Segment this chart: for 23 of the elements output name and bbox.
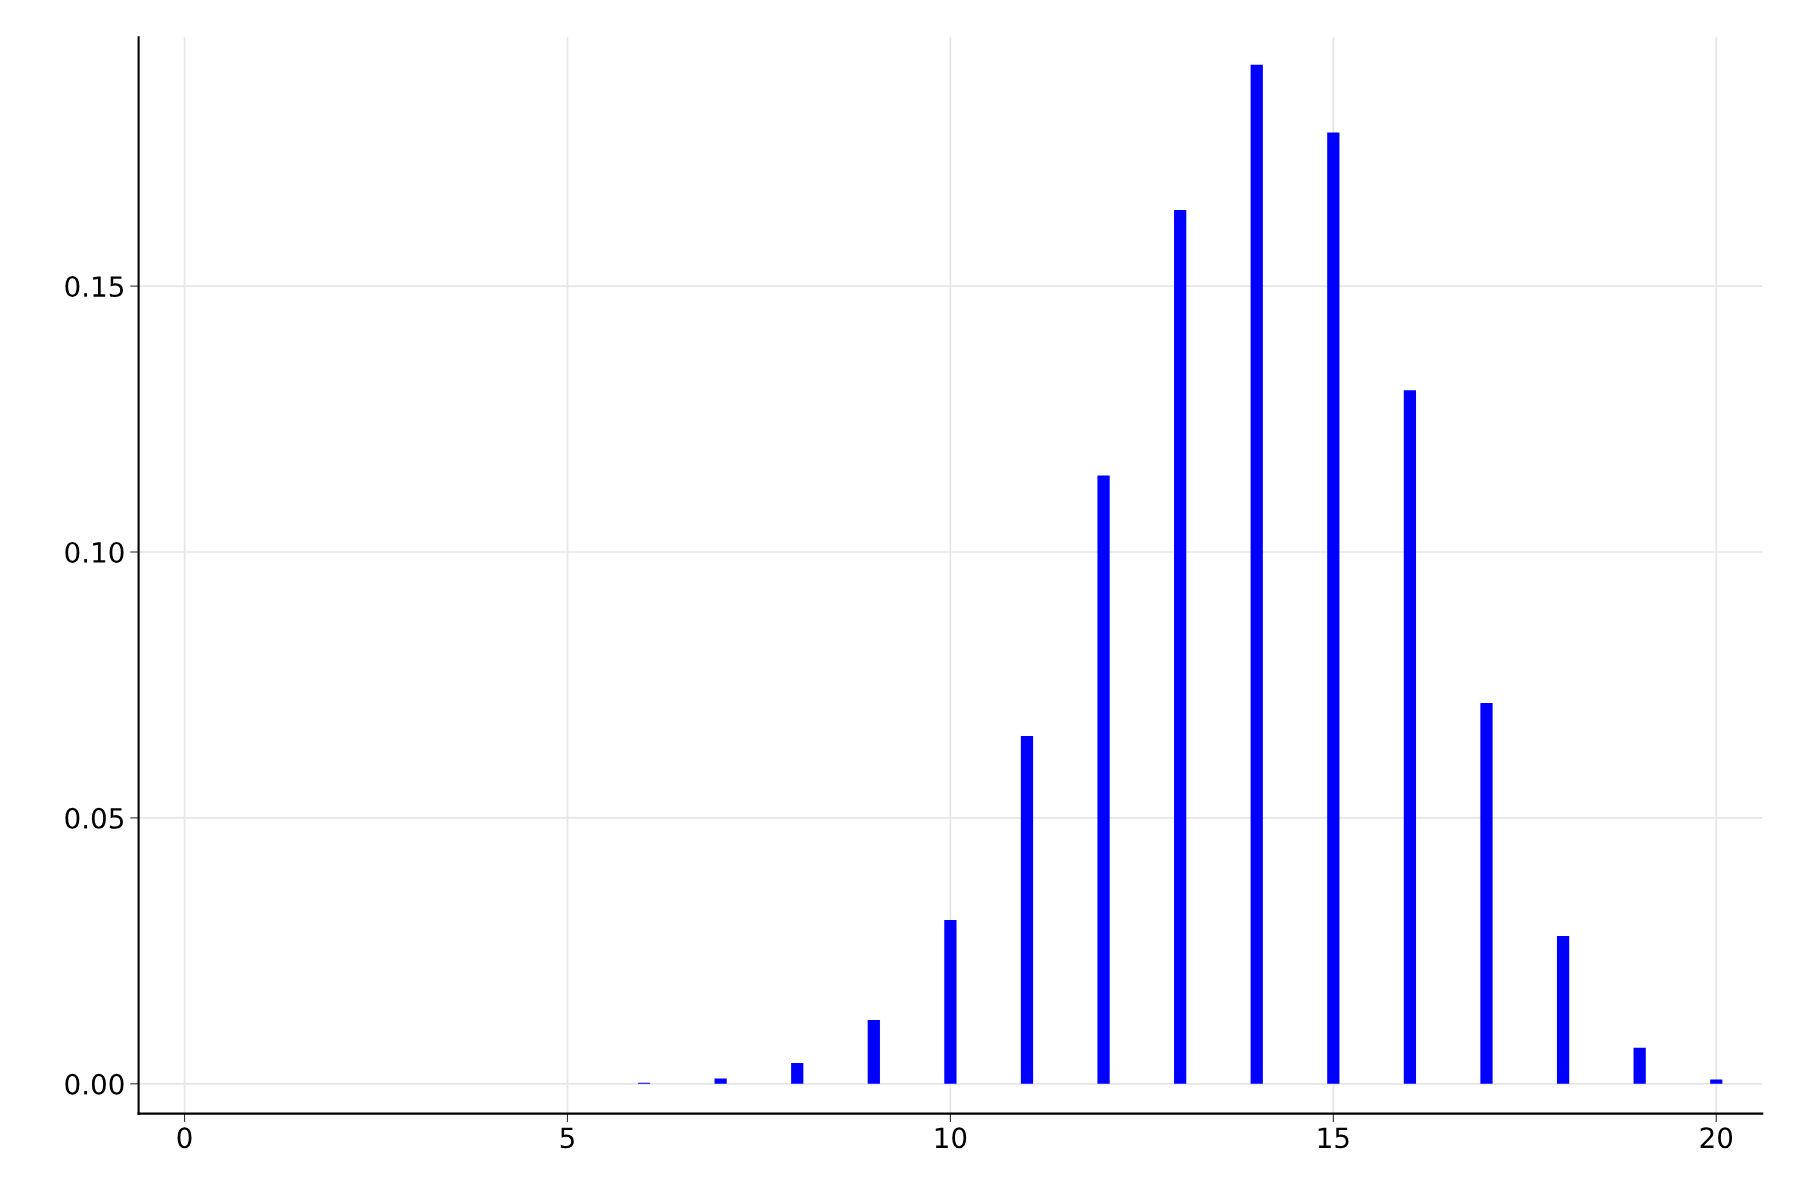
y-tick-label: 0.05 — [65, 807, 123, 829]
x-tick-label: 10 — [935, 1127, 967, 1149]
x-tick-label: 0 — [177, 1127, 192, 1149]
bar — [1556, 935, 1570, 1084]
bar — [1633, 1047, 1646, 1084]
bar — [1480, 703, 1493, 1084]
bar — [1097, 475, 1110, 1084]
bar — [1020, 736, 1034, 1084]
bar — [1710, 1079, 1723, 1084]
bar — [944, 920, 957, 1084]
y-tick-label: 0.00 — [65, 1073, 124, 1095]
x-tick-label: 5 — [560, 1127, 574, 1149]
y-tick-label: 0.10 — [65, 541, 124, 563]
bar — [791, 1063, 804, 1084]
bar — [1403, 390, 1417, 1084]
bar — [1174, 210, 1187, 1084]
bar — [1327, 132, 1340, 1084]
y-tick-label: 0.15 — [65, 276, 123, 298]
bar — [867, 1020, 880, 1084]
bar — [714, 1078, 727, 1084]
x-tick-label: 20 — [1700, 1127, 1733, 1149]
bar — [1250, 64, 1263, 1084]
x-tick-label: 15 — [1318, 1127, 1349, 1149]
